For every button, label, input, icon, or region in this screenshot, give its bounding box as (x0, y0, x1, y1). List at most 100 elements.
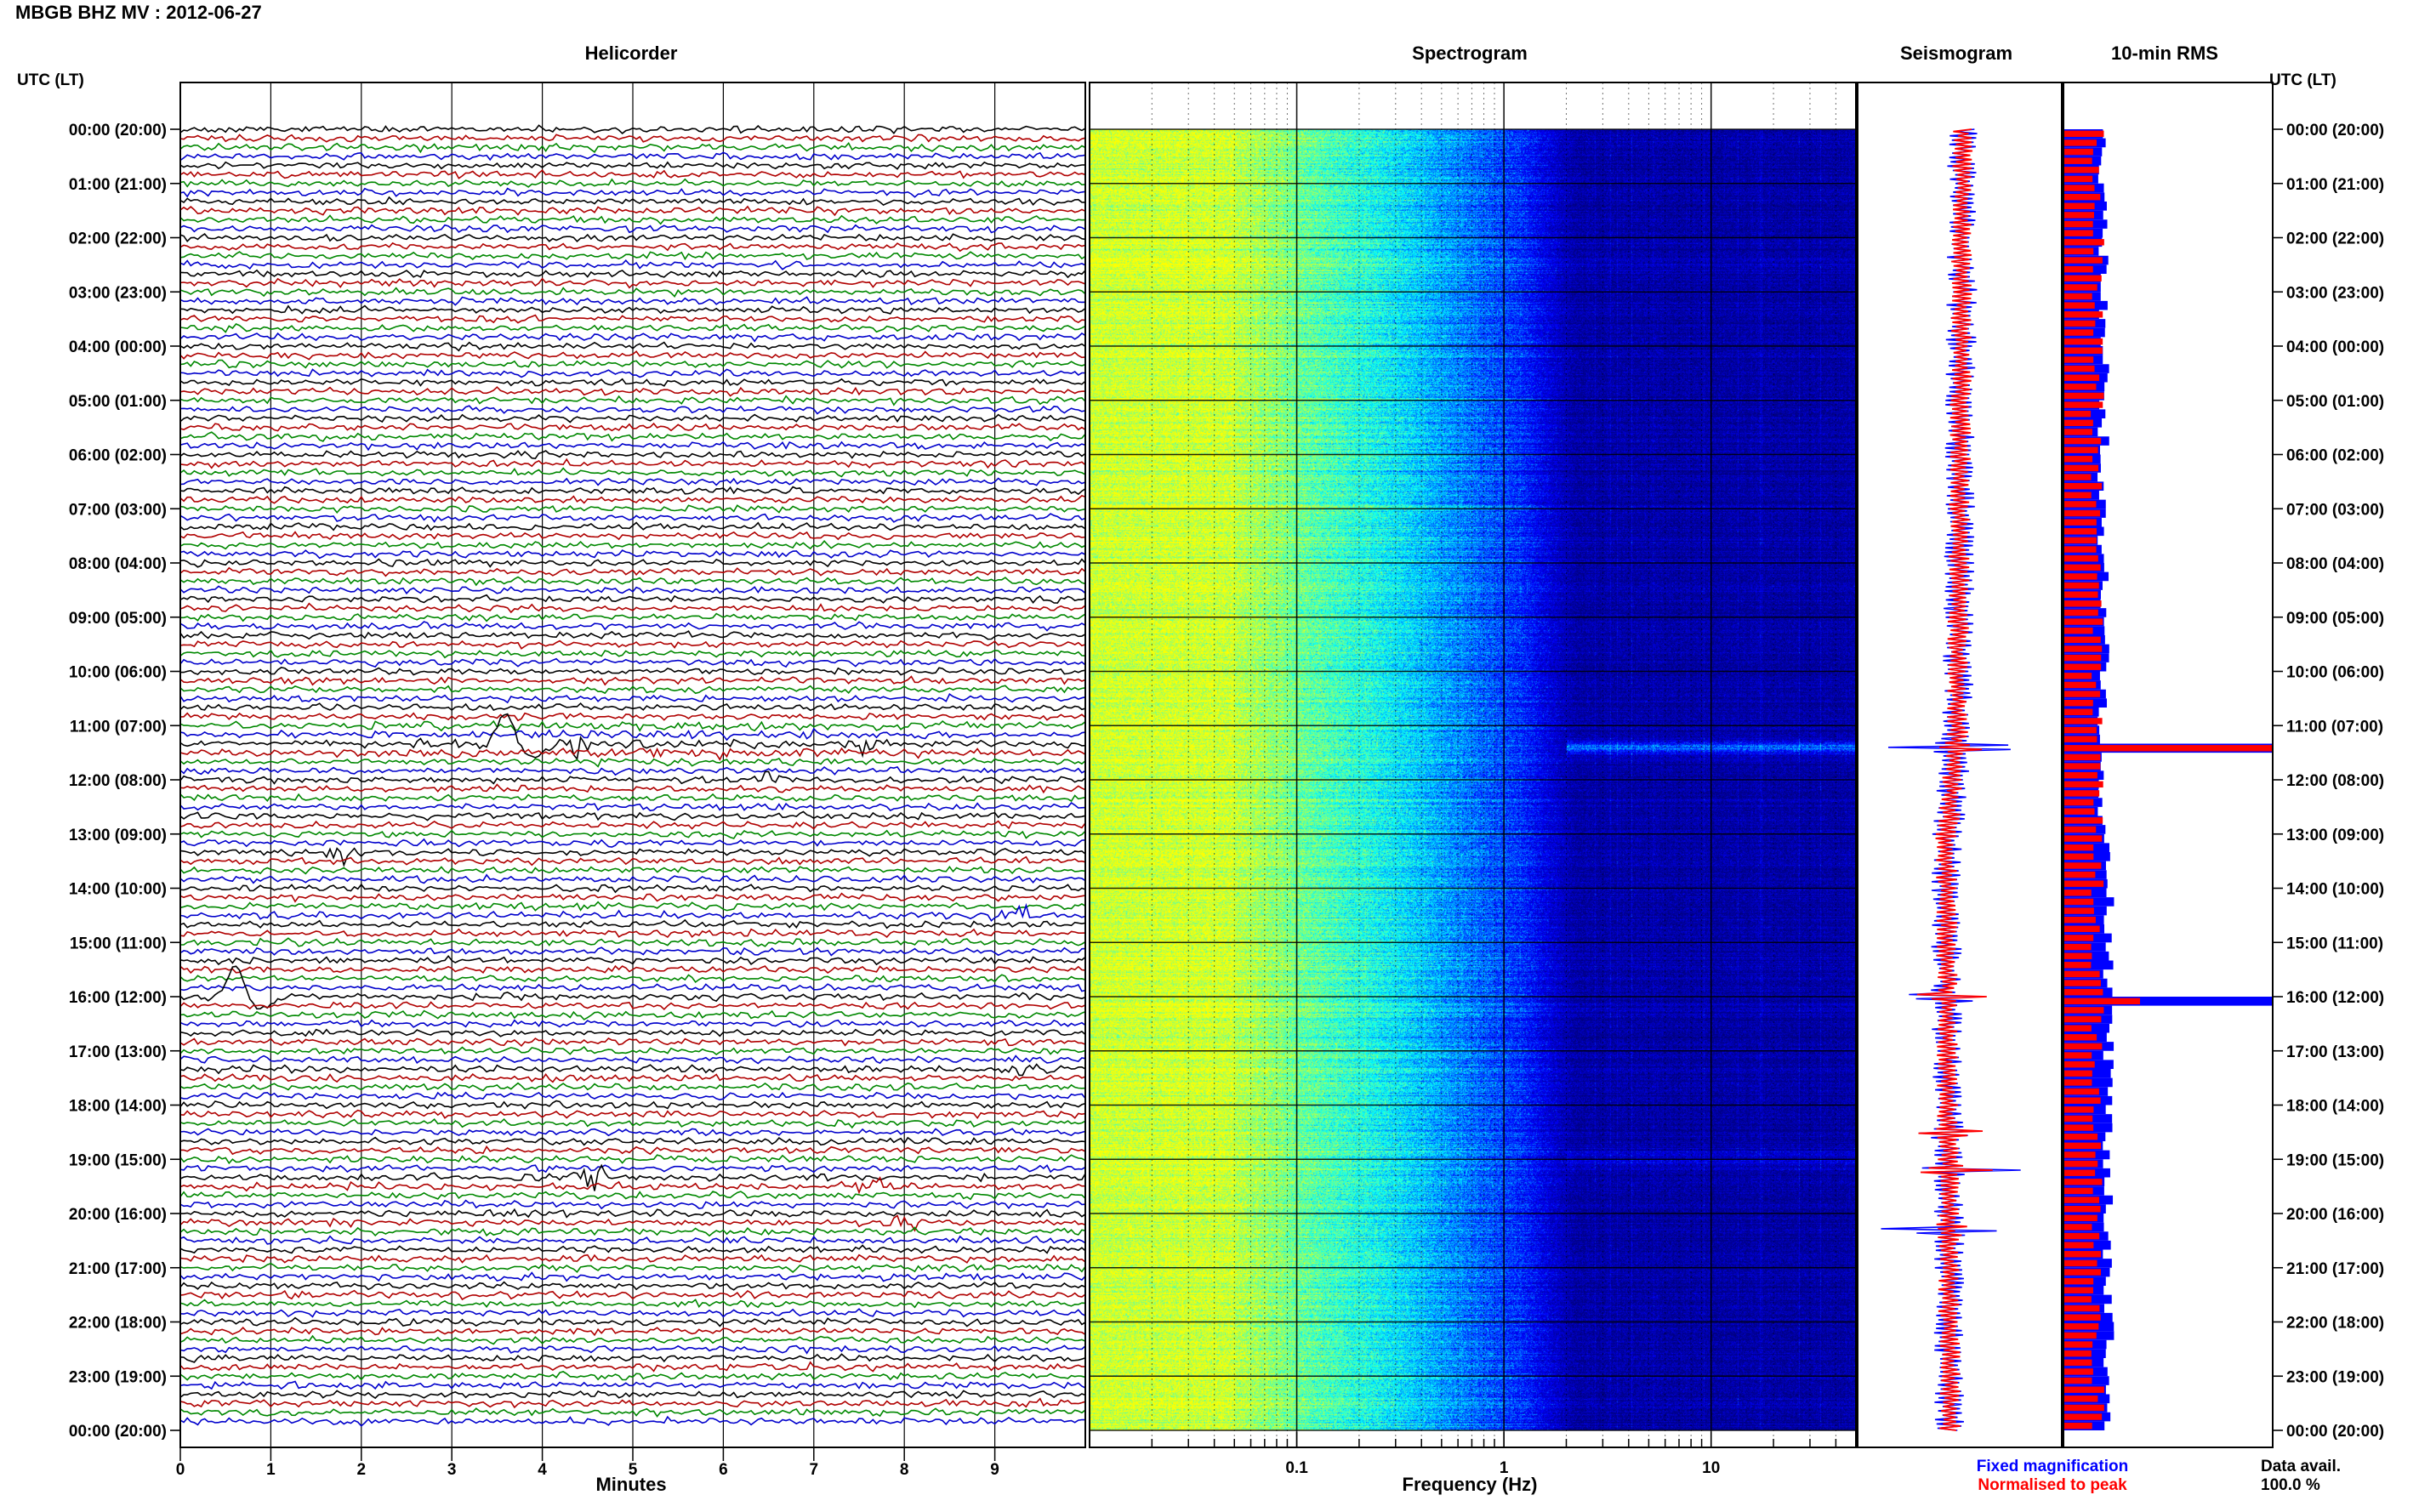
rms-normalised-bar (2063, 167, 2099, 173)
rms-normalised-bar (2063, 1115, 2093, 1123)
helicorder-trace (179, 793, 1086, 803)
helicorder-trace (179, 359, 1086, 369)
rms-normalised-bar (2063, 636, 2101, 644)
time-label-right: 20:00 (16:00) (2286, 1206, 2384, 1224)
rms-normalised-bar (2063, 835, 2103, 842)
rms-fixed-bar (2063, 997, 2273, 1006)
helicorder-trace (179, 630, 1086, 640)
rms-normalised-bar (2063, 130, 2104, 138)
rms-normalised-bar (2063, 663, 2102, 670)
rms-normalised-bar (2063, 925, 2100, 933)
rms-normalised-bar (2063, 645, 2103, 652)
helicorder-trace (179, 341, 1086, 352)
helicorder-trace (179, 712, 1086, 722)
rms-normalised-bar (2063, 627, 2093, 634)
legend-normalised: Normalised to peak (1978, 1476, 2127, 1494)
rms-normalised-bar (2063, 139, 2097, 146)
rms-normalised-bar (2063, 1007, 2104, 1014)
helicorder-trace (179, 713, 1086, 761)
time-label-left: 07:00 (03:00) (69, 501, 167, 519)
rms-normalised-bar (2063, 474, 2092, 480)
time-label-left: 16:00 (12:00) (69, 989, 167, 1007)
helicorder-trace (179, 621, 1086, 632)
rms-normalised-bar (2063, 591, 2098, 598)
rms-normalised-bar (2063, 1404, 2104, 1412)
rms-normalised-bar (2063, 952, 2092, 959)
helicorder-trace (179, 1226, 1086, 1237)
rms-normalised-bar (2063, 1043, 2103, 1050)
helicorder-trace (179, 594, 1086, 604)
helicorder-trace (179, 458, 1086, 469)
rms-normalised-bar (2063, 853, 2094, 861)
rms-normalised-bar (2063, 482, 2103, 490)
rms-normalised-bar (2063, 302, 2095, 309)
helicorder-trace (179, 685, 1086, 695)
rms-normalised-bar (2063, 456, 2093, 463)
page-title: MBGB BHZ MV : 2012-06-27 (15, 2, 262, 23)
helicorder-trace (179, 558, 1086, 568)
spectrogram-title: Spectrogram (1412, 43, 1528, 64)
axis-labels: 0.1 1 10 0 1 2 3 4 5 6 7 8 9 00:00 (20:00) 00:00 (20:0… (69, 122, 2384, 1479)
time-label-left: 00:00 (20:00) (69, 1423, 167, 1441)
seismogram-normalised-trace (1916, 128, 1993, 1431)
time-label-left: 13:00 (09:00) (69, 827, 167, 844)
rms-normalised-bar (2063, 935, 2094, 941)
panel-frame (179, 82, 1086, 1448)
rms-normalised-bar (2063, 1277, 2094, 1285)
rms-normalised-bar (2063, 1386, 2104, 1393)
time-label-left: 01:00 (21:00) (69, 176, 167, 194)
helicorder-trace (179, 214, 1086, 225)
time-label-right: 05:00 (01:00) (2286, 393, 2384, 411)
rms-normalised-bar (2063, 898, 2094, 906)
rms-normalised-bar (2063, 871, 2096, 878)
rms-normalised-bar (2063, 1179, 2103, 1185)
helicorder-trace (179, 675, 1086, 686)
rms-normalised-bar (2063, 691, 2101, 697)
helicorder-tick-label: 3 (447, 1461, 457, 1479)
helicorder-trace (179, 1109, 1086, 1120)
helicorder-tick-label: 0 (176, 1461, 185, 1479)
helicorder-trace (179, 422, 1086, 432)
rms-normalised-bar (2063, 862, 2102, 869)
helicorder-trace (180, 937, 1086, 947)
helicorder-trace (179, 477, 1086, 486)
rms-normalised-bar (2063, 699, 2093, 707)
time-label-left: 22:00 (18:00) (69, 1315, 167, 1333)
rms-normalised-bar (2063, 410, 2092, 418)
helicorder-trace (180, 1208, 1086, 1219)
rms-normalised-bar (2063, 554, 2098, 562)
helicorder-trace (179, 531, 1086, 541)
helicorder-trace (179, 494, 1086, 504)
time-label-right: 10:00 (06:00) (2286, 664, 2384, 682)
helicorder-trace (179, 1235, 1086, 1245)
rms-normalised-bar (2063, 970, 2100, 978)
rms-normalised-bar (2063, 384, 2097, 390)
helicorder-tick-label: 4 (538, 1461, 547, 1479)
helicorder-trace (180, 667, 1086, 676)
rms-normalised-bar (2063, 1368, 2093, 1375)
helicorder-trace (179, 883, 1086, 894)
rms-normalised-bar (2063, 247, 2094, 255)
helicorder-title: Helicorder (585, 43, 678, 64)
rms-normalised-bar (2063, 736, 2097, 742)
rms-normalised-bar (2063, 1079, 2092, 1086)
rms-normalised-bar (2063, 329, 2094, 336)
time-label-right: 00:00 (20:00) (2286, 122, 2384, 139)
time-label-right: 06:00 (02:00) (2286, 447, 2384, 465)
helicorder-trace (179, 187, 1086, 198)
helicorder-trace (179, 405, 1086, 415)
rms-normalised-bar (2063, 1341, 2093, 1348)
time-label-left: 18:00 (14:00) (69, 1098, 167, 1116)
time-label-left: 00:00 (20:00) (69, 122, 167, 139)
rms-normalised-bar (2063, 1251, 2102, 1258)
time-label-left: 21:00 (17:00) (69, 1260, 167, 1278)
rms-normalised-bar (2063, 1133, 2098, 1140)
rms-normalised-bar (2063, 239, 2104, 246)
helicorder-trace (179, 196, 1085, 207)
helicorder-trace (179, 1019, 1086, 1028)
helicorder-trace (179, 314, 1086, 324)
helicorder-trace (179, 549, 1086, 560)
time-label-right: 00:00 (20:00) (2286, 1423, 2384, 1441)
helicorder-trace (179, 323, 1086, 333)
rms-normalised-bar (2063, 988, 2103, 996)
